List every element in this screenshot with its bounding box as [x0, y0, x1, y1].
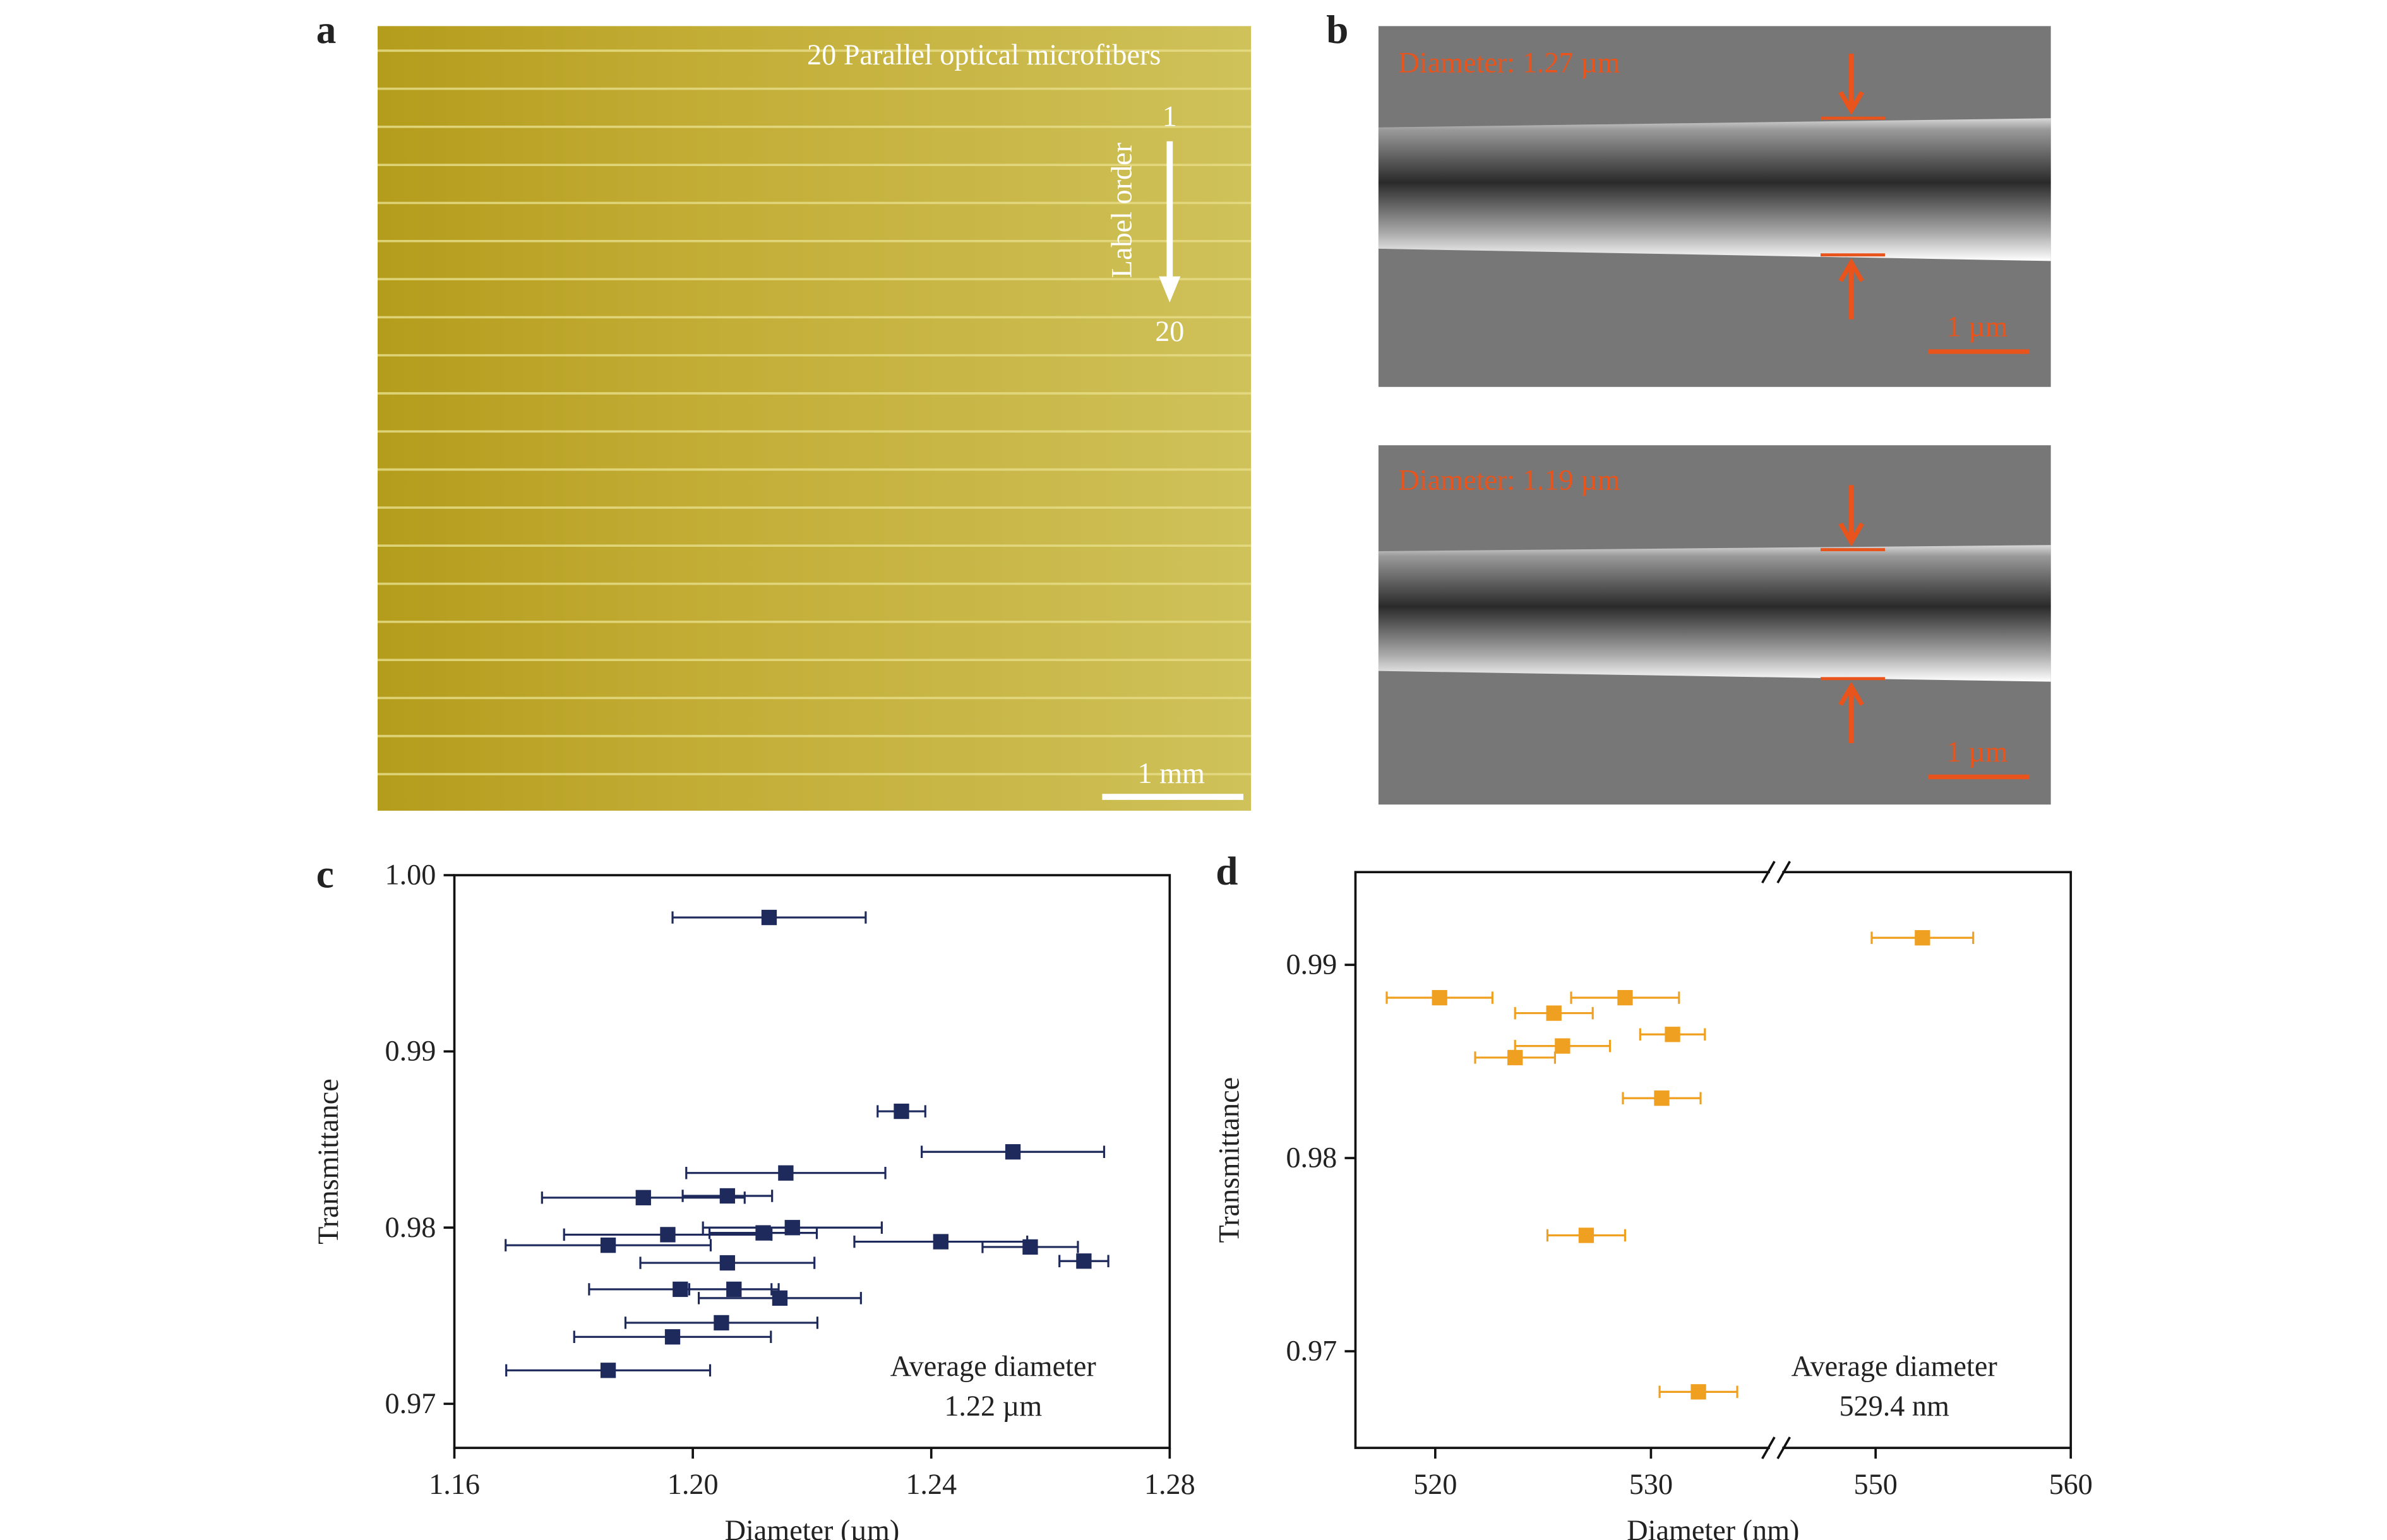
diameter-label: Diameter: 1.27 µm [1399, 46, 1620, 78]
scale-label: 1 µm [1946, 311, 2007, 343]
scale-label: 1 mm [1138, 757, 1205, 789]
order-start: 1 [1163, 100, 1177, 132]
x-tick-label: 1.16 [429, 1468, 480, 1500]
marker [894, 1103, 909, 1119]
marker [1432, 989, 1447, 1006]
arrows [1838, 485, 1864, 743]
annotation: 529.4 nm [1839, 1390, 1949, 1422]
y-tick-label: 0.97 [1286, 1335, 1337, 1367]
marker [778, 1165, 794, 1181]
fiber [1378, 118, 2051, 261]
x-tick-label: 520 [1413, 1468, 1457, 1500]
y-tick-label: 1.00 [385, 859, 436, 891]
sem-image: Diameter: 1.19 µm 1 µm [1378, 445, 2051, 805]
scale-label: 1 µm [1946, 736, 2007, 768]
x-axis-title: Diameter (nm) [1627, 1514, 1799, 1540]
x-tick-label: 1.24 [906, 1468, 957, 1500]
x-tick-label: 530 [1629, 1468, 1673, 1500]
y-tick-label: 0.98 [385, 1211, 436, 1243]
annotation: 1.22 µm [944, 1390, 1042, 1422]
y-tick-label: 0.98 [1286, 1142, 1337, 1174]
panel-letter: d [1216, 849, 1238, 893]
marker [1546, 1005, 1562, 1021]
marker [772, 1290, 788, 1306]
y-tick-label: 0.99 [385, 1035, 436, 1067]
plot-frame [453, 874, 1171, 1449]
marker [719, 1188, 736, 1204]
order-label: Label order [1106, 143, 1138, 278]
order-end: 20 [1155, 315, 1184, 347]
axis-break-gap [1769, 867, 1783, 877]
marker [635, 1190, 651, 1205]
marker [933, 1234, 948, 1250]
marker [1555, 1038, 1570, 1054]
fiber [1378, 545, 2051, 682]
x-axis-title: Diameter (µm) [725, 1514, 900, 1540]
x-tick-label: 560 [2049, 1468, 2093, 1500]
panel-letter: b [1326, 8, 1348, 52]
y-axis-title: Transmittance [312, 1078, 344, 1245]
marker [600, 1237, 616, 1253]
marker [600, 1363, 616, 1378]
y-tick-label: 0.97 [385, 1387, 436, 1419]
marker [1665, 1027, 1680, 1042]
axis-break [1761, 1436, 1791, 1460]
y-tick-label: 0.99 [1286, 948, 1337, 981]
marker [673, 1281, 688, 1298]
axis-break [1761, 861, 1791, 884]
marker [761, 909, 777, 926]
marker [714, 1315, 729, 1331]
marker [1915, 930, 1930, 946]
marker [1690, 1384, 1706, 1400]
marker [660, 1227, 676, 1243]
panel-letter: c [316, 852, 334, 897]
diameter-label: Diameter: 1.19 µm [1399, 464, 1620, 496]
image-title: 20 Parallel optical microfibers [807, 39, 1161, 71]
marker [719, 1255, 736, 1271]
marker [1578, 1227, 1594, 1243]
fiber-lines [377, 49, 1252, 775]
x-tick-label: 550 [1854, 1468, 1898, 1500]
micrograph [377, 26, 1252, 811]
x-tick-label: 1.20 [667, 1468, 719, 1500]
marker [755, 1225, 771, 1241]
sem-image: Diameter: 1.27 µm 1 µm [1378, 26, 2051, 387]
annotation: Average diameter [890, 1350, 1096, 1382]
arrows [1838, 54, 1864, 319]
marker [726, 1281, 742, 1298]
marker [1076, 1253, 1092, 1269]
marker [1507, 1049, 1523, 1066]
marker [1654, 1090, 1670, 1106]
x-tick-label: 1.28 [1144, 1468, 1195, 1500]
arrow-head [1159, 276, 1181, 303]
annotation: Average diameter [1792, 1350, 1997, 1382]
marker [1617, 989, 1633, 1006]
marker [1005, 1144, 1021, 1160]
marker [1022, 1239, 1038, 1255]
panel-letter: a [316, 8, 337, 52]
y-axis-title: Transmittance [1213, 1077, 1245, 1243]
axis-break-gap [1769, 1443, 1783, 1453]
plot-frame [1354, 871, 2073, 1449]
marker [664, 1329, 681, 1345]
